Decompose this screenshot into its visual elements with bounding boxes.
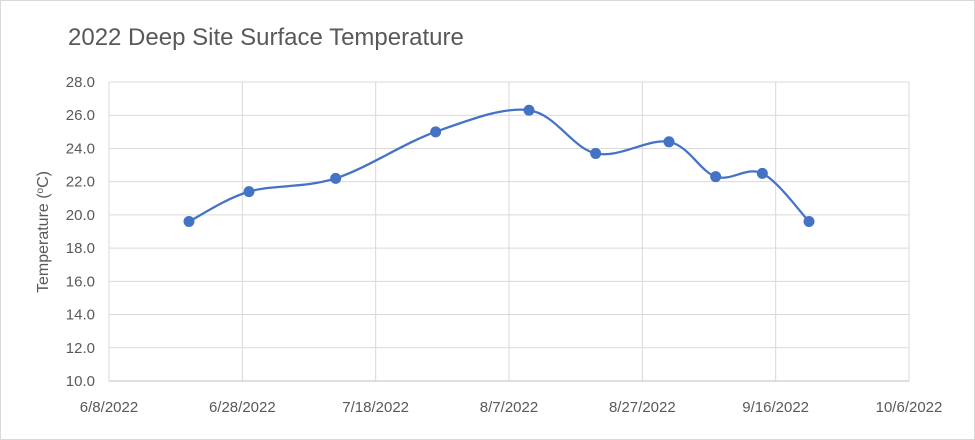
y-tick-label: 24.0 — [66, 140, 95, 157]
data-point — [663, 136, 675, 148]
y-tick-label: 26.0 — [66, 107, 95, 124]
data-point — [523, 104, 535, 116]
data-point — [756, 167, 768, 179]
y-tick-label: 12.0 — [66, 340, 95, 357]
y-tick-label: 22.0 — [66, 174, 95, 191]
y-tick-label: 16.0 — [66, 273, 95, 290]
x-tick-label: 6/28/2022 — [209, 399, 276, 416]
data-point — [430, 126, 442, 138]
data-point — [710, 171, 722, 183]
data-point — [803, 216, 815, 228]
series-line — [188, 108, 810, 223]
y-axis-label: Temperature (oC) — [35, 171, 53, 293]
y-axis-label-end: C) — [35, 171, 52, 188]
y-axis-label-sup: o — [35, 187, 46, 193]
data-point — [243, 186, 255, 198]
x-tick-label: 6/8/2022 — [80, 399, 138, 416]
y-tick-label: 28.0 — [66, 74, 95, 91]
chart-title: 2022 Deep Site Surface Temperature — [68, 24, 464, 51]
x-tick-label: 10/6/2022 — [876, 399, 943, 416]
y-tick-label: 18.0 — [66, 240, 95, 257]
y-tick-label: 10.0 — [66, 373, 95, 390]
x-tick-label: 8/27/2022 — [609, 399, 676, 416]
y-axis-label-main: Temperature ( — [35, 193, 52, 293]
data-point — [590, 147, 602, 159]
y-tick-label: 20.0 — [66, 207, 95, 224]
data-point — [183, 216, 195, 228]
data-point — [330, 172, 342, 184]
y-tick-label: 14.0 — [66, 307, 95, 324]
x-tick-label: 9/16/2022 — [742, 399, 809, 416]
x-tick-label: 7/18/2022 — [342, 399, 409, 416]
x-tick-label: 8/7/2022 — [480, 399, 538, 416]
